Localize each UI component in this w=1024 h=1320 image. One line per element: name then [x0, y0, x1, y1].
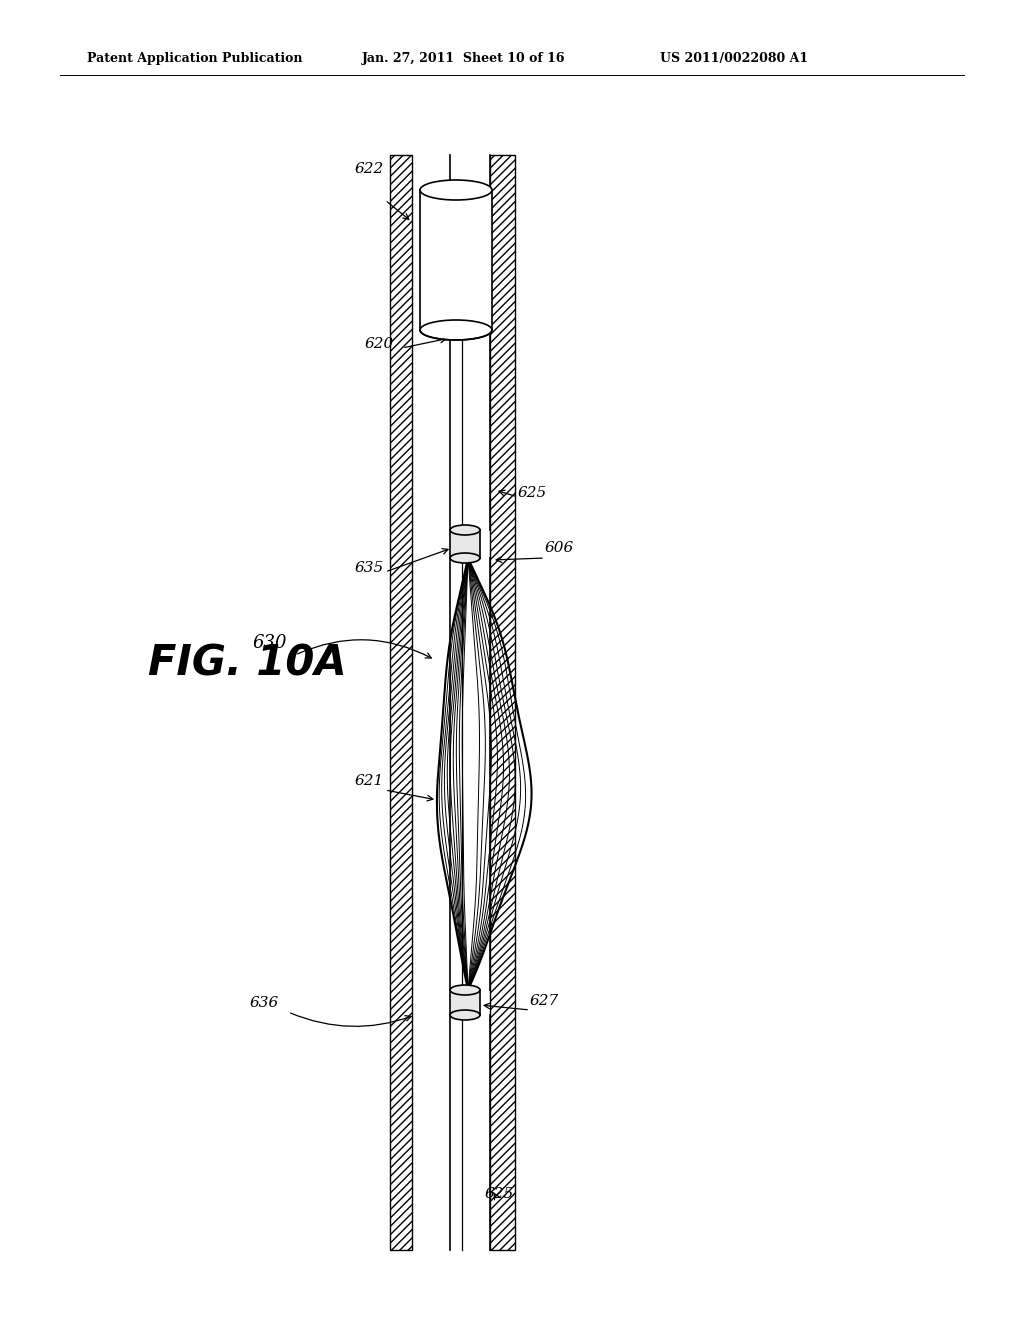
- Text: FIG. 10A: FIG. 10A: [148, 642, 347, 684]
- Text: US 2011/0022080 A1: US 2011/0022080 A1: [660, 51, 808, 65]
- Text: 606: 606: [545, 541, 574, 554]
- Bar: [390, 154, 412, 1250]
- Bar: [420, 190, 492, 330]
- Bar: [490, 154, 515, 1250]
- Ellipse shape: [420, 180, 492, 201]
- Text: Patent Application Publication: Patent Application Publication: [87, 51, 302, 65]
- Text: 620: 620: [365, 337, 394, 351]
- Ellipse shape: [420, 319, 492, 341]
- Text: 621: 621: [355, 774, 384, 788]
- Text: 627: 627: [530, 994, 559, 1008]
- Ellipse shape: [450, 525, 480, 535]
- Text: 625: 625: [485, 1187, 514, 1201]
- Ellipse shape: [450, 553, 480, 564]
- Text: 622: 622: [355, 162, 384, 176]
- Ellipse shape: [450, 985, 480, 995]
- Text: Jan. 27, 2011  Sheet 10 of 16: Jan. 27, 2011 Sheet 10 of 16: [362, 51, 565, 65]
- Bar: [450, 990, 480, 1015]
- Ellipse shape: [450, 1010, 480, 1020]
- Text: 635: 635: [355, 561, 384, 576]
- Bar: [450, 531, 480, 558]
- Text: 625: 625: [518, 486, 547, 500]
- Text: 636: 636: [250, 997, 280, 1010]
- Text: 630: 630: [252, 634, 287, 652]
